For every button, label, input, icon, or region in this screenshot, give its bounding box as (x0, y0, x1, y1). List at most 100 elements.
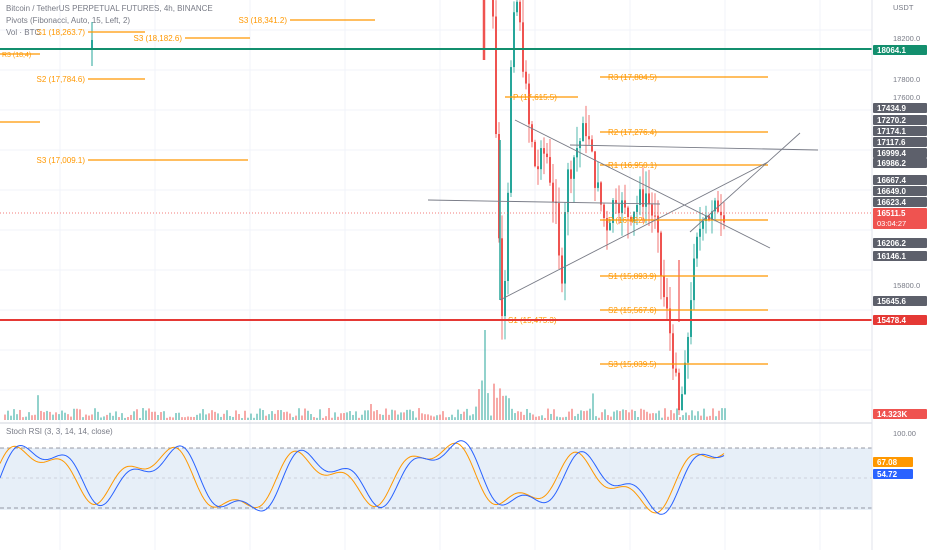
candle (720, 194, 722, 236)
volume-bar (184, 417, 186, 420)
volume-bar (241, 417, 243, 420)
volume-bar (349, 411, 351, 420)
candle (666, 278, 668, 321)
volume-bar (61, 410, 63, 420)
volume-bar (397, 414, 399, 420)
horizontal-lines[interactable] (0, 48, 872, 321)
volume-bar (298, 408, 300, 420)
volume-bar (193, 416, 195, 420)
volume-bar (367, 410, 369, 420)
volume-bar (403, 412, 405, 420)
pivots-indicator-label[interactable]: Pivots (Fibonacci, Auto, 15, Left, 2) (6, 16, 131, 25)
volume-bar (424, 414, 426, 420)
volume-bar (94, 408, 96, 420)
volume-bar (652, 413, 654, 420)
volume-bar (613, 411, 615, 420)
volume-bar (229, 415, 231, 420)
volume-bar (469, 415, 471, 420)
volume-bar (601, 412, 603, 420)
stoch-d-value: 54.72 (873, 469, 913, 479)
candle (711, 200, 713, 234)
volume-bar (40, 410, 42, 420)
volume-bar (22, 417, 24, 420)
stoch-rsi-lines (0, 440, 725, 515)
volume-bar (529, 412, 531, 420)
pivot-label: S2 (17,784.6) (37, 75, 86, 84)
candle (684, 350, 686, 396)
candle (91, 40, 93, 50)
price-label: 16999.4 (873, 148, 927, 158)
price-label: 16986.2 (873, 158, 927, 168)
volume-bar (268, 414, 270, 420)
candle (699, 207, 701, 251)
price-axis-tick: 18200.0 (893, 34, 920, 43)
volume-bar (127, 417, 129, 420)
volume-bar (604, 409, 606, 420)
volume-bar (181, 417, 183, 420)
volume-bar (496, 397, 498, 420)
volume-indicator-label[interactable]: Vol · BTC (6, 28, 41, 37)
volume-bar (64, 412, 66, 420)
volume-bar (568, 411, 570, 420)
volume-bar (655, 413, 657, 420)
candle (609, 218, 611, 231)
volume-bar (688, 415, 690, 420)
volume-bar (523, 414, 525, 420)
candle (651, 192, 653, 233)
volume-bar (670, 410, 672, 420)
volume-bar (544, 417, 546, 420)
volume-bar (121, 413, 123, 420)
svg-text:17434.9: 17434.9 (877, 104, 906, 113)
price-axis-tick: 17600.0 (893, 93, 920, 102)
price-label: 14.323K (873, 409, 927, 419)
pivot-label: P (16,422) (608, 216, 646, 225)
volume-bar (52, 414, 54, 420)
svg-text:16511.5: 16511.5 (877, 209, 906, 218)
candle (573, 155, 575, 203)
volume-bar (100, 417, 102, 420)
volume-bar (301, 415, 303, 420)
candle (540, 140, 542, 180)
candle (654, 193, 656, 229)
volume-bar (148, 408, 150, 420)
candle (681, 386, 683, 411)
volume-bar (4, 414, 6, 420)
trendlines[interactable] (427, 119, 819, 301)
volume-bar (649, 413, 651, 420)
stoch-rsi-label[interactable]: Stoch RSI (3, 3, 14, 14, close) (6, 427, 113, 436)
volume-bar (514, 413, 516, 420)
volume-bar (706, 416, 708, 420)
volume-bar (295, 415, 297, 420)
volume-bar (541, 415, 543, 420)
volume-bar (313, 417, 315, 420)
candle (603, 203, 605, 227)
price-axis-tick: 15800.0 (893, 281, 920, 290)
volume-bar (262, 410, 264, 420)
volume-bar (190, 416, 192, 420)
pivot-label: R3 (18,4) (2, 52, 31, 59)
volume-bar (382, 414, 384, 420)
candle (504, 270, 506, 340)
volume-bar (715, 416, 717, 420)
price-label: 17270.2 (873, 115, 927, 125)
candle (537, 149, 539, 185)
volume-bar (286, 411, 288, 420)
volume-bar (721, 408, 723, 420)
candle (513, 1, 515, 73)
volume-bar (19, 409, 21, 420)
candle (501, 215, 503, 340)
volume-bar (412, 411, 414, 420)
volume-bar (577, 413, 579, 420)
volume-bar (169, 416, 171, 420)
price-label: 17434.9 (873, 103, 927, 113)
volume-bar (454, 417, 456, 420)
volume-bar (388, 414, 390, 420)
volume-bar (289, 413, 291, 420)
svg-text:16146.1: 16146.1 (877, 252, 906, 261)
volume-bar (448, 417, 450, 420)
volume-bar (97, 411, 99, 420)
price-axis-tick: 17800.0 (893, 75, 920, 84)
volume-bar (106, 414, 108, 420)
svg-text:16623.4: 16623.4 (877, 198, 906, 207)
